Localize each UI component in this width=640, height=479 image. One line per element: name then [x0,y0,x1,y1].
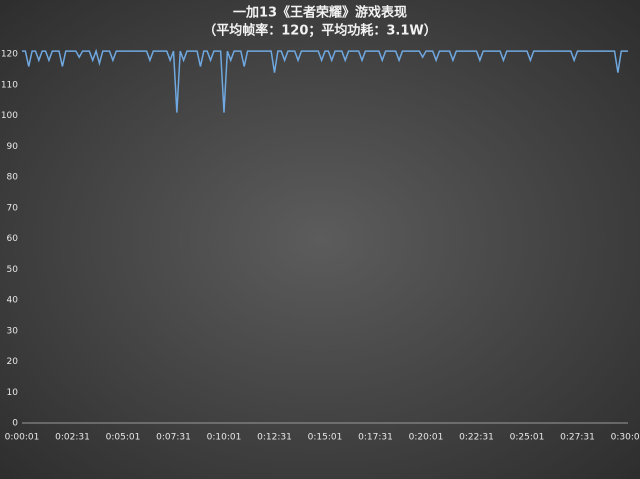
y-tick-label: 0 [12,419,18,429]
y-tick-label: 80 [7,173,19,183]
x-tick-label: 0:12:31 [257,433,292,443]
x-tick-label: 0:30:01 [611,433,640,443]
y-tick-label: 70 [7,203,19,213]
x-tick-label: 0:05:01 [106,433,141,443]
x-tick-label: 0:10:01 [207,433,242,443]
chart-title: 一加13《王者荣耀》游戏表现 [233,5,407,21]
x-tick-label: 0:22:31 [459,433,494,443]
y-tick-label: 30 [7,326,19,336]
y-tick-label: 110 [1,80,18,90]
x-tick-label: 0:07:31 [156,433,191,443]
chart-subtitle: （平均帧率：120；平均功耗：3.1W） [203,23,437,39]
y-tick-label: 20 [7,357,19,367]
x-tick-label: 0:20:01 [409,433,444,443]
y-tick-label: 120 [1,50,18,60]
x-tick-label: 0:15:01 [308,433,343,443]
line [22,48,628,113]
y-tick-label: 90 [7,142,19,152]
x-tick-label: 0:25:01 [510,433,545,443]
y-tick-label: 100 [1,111,18,121]
y-tick-label: 50 [7,265,19,275]
y-tick-label: 60 [7,234,19,244]
y-tick-label: 40 [7,296,19,306]
x-tick-label: 0:00:01 [5,433,40,443]
x-tick-label: 0:27:31 [560,433,595,443]
y-tick-label: 10 [7,388,19,398]
x-tick-label: 0:17:31 [358,433,393,443]
x-tick-label: 0:02:31 [55,433,90,443]
